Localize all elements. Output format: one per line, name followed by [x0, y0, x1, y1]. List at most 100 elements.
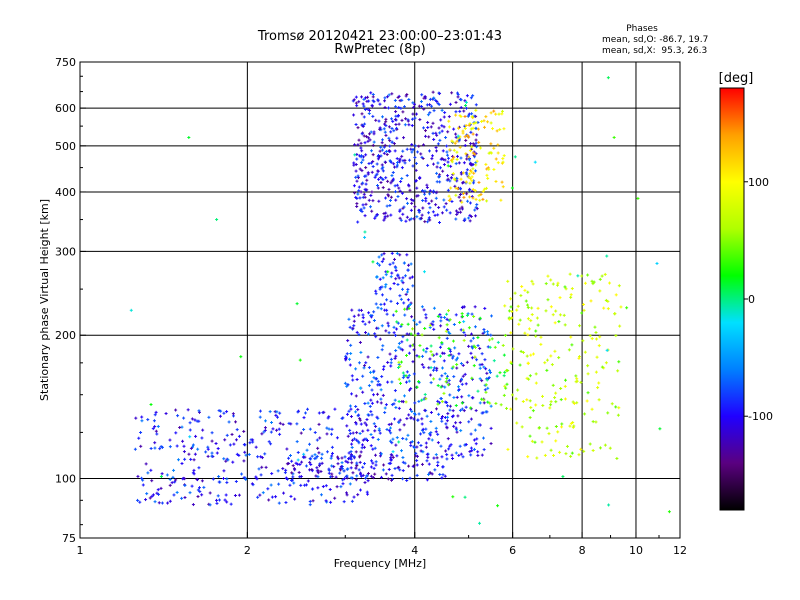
data-point: [473, 152, 477, 156]
data-point: [401, 477, 405, 481]
data-point: [379, 145, 383, 149]
data-point: [390, 126, 394, 130]
data-point: [490, 337, 494, 341]
data-point: [451, 354, 455, 358]
data-point: [389, 422, 393, 426]
data-point: [443, 315, 447, 319]
data-point: [369, 459, 373, 463]
data-point: [432, 377, 436, 381]
x-tick-label: 4: [411, 544, 418, 557]
data-point: [270, 495, 274, 499]
data-point: [534, 381, 538, 385]
data-point: [486, 332, 490, 336]
data-point: [451, 409, 455, 413]
data-point: [460, 382, 464, 386]
data-point: [149, 403, 153, 407]
data-point: [583, 412, 587, 416]
data-point: [409, 198, 413, 202]
data-point: [427, 472, 431, 476]
data-point: [476, 389, 480, 393]
data-point: [369, 410, 373, 414]
data-point: [582, 449, 586, 453]
data-point: [453, 184, 457, 188]
data-point: [200, 479, 204, 483]
data-point: [380, 141, 384, 145]
data-point: [387, 93, 391, 97]
data-point: [437, 126, 441, 130]
data-point: [235, 428, 239, 432]
data-point: [509, 305, 513, 309]
data-point: [361, 316, 365, 320]
data-point: [503, 333, 507, 337]
data-point: [393, 149, 397, 153]
data-point: [293, 497, 297, 501]
data-point: [498, 371, 502, 375]
data-point: [211, 477, 215, 481]
data-point: [606, 76, 610, 80]
data-point: [472, 447, 476, 451]
data-point: [429, 344, 433, 348]
data-point: [396, 195, 400, 199]
data-point: [514, 397, 518, 401]
data-point: [492, 167, 496, 171]
data-point: [404, 292, 408, 296]
data-point: [225, 433, 229, 437]
data-point: [380, 348, 384, 352]
data-point: [260, 465, 264, 469]
data-point: [367, 366, 371, 370]
data-point: [361, 158, 365, 162]
data-point: [564, 287, 568, 291]
data-point: [550, 363, 554, 367]
data-point: [355, 202, 359, 206]
data-point: [469, 96, 473, 100]
data-point: [382, 463, 386, 467]
data-point: [258, 409, 262, 413]
data-point: [445, 425, 449, 429]
data-point: [344, 356, 348, 360]
data-point: [591, 448, 595, 452]
data-point: [395, 183, 399, 187]
data-point: [595, 337, 599, 341]
data-point: [446, 309, 450, 313]
data-point: [515, 421, 519, 425]
data-point: [397, 186, 401, 190]
data-point: [297, 470, 301, 474]
data-point: [398, 216, 402, 220]
data-point: [366, 401, 370, 405]
data-point: [298, 358, 302, 362]
data-point: [395, 165, 399, 169]
data-point: [553, 349, 557, 353]
data-point: [356, 174, 360, 178]
data-point: [420, 305, 424, 309]
data-point: [335, 436, 339, 440]
data-point: [386, 179, 390, 183]
data-point: [488, 345, 492, 349]
data-point: [366, 355, 370, 359]
data-point: [447, 354, 451, 358]
data-point: [535, 316, 539, 320]
data-point: [405, 215, 409, 219]
data-point: [529, 319, 533, 323]
stats-line-o: mean, sd,O: -86.7, 19.7: [602, 35, 708, 45]
data-point: [407, 158, 411, 162]
data-point: [358, 418, 362, 422]
data-point: [454, 421, 458, 425]
data-point: [480, 379, 484, 383]
data-point: [222, 411, 226, 415]
data-point: [513, 155, 517, 159]
data-point: [495, 129, 499, 133]
data-point: [282, 491, 286, 495]
data-point: [378, 102, 382, 106]
data-point: [315, 466, 319, 470]
data-point: [431, 121, 435, 125]
data-point: [446, 415, 450, 419]
data-point: [405, 417, 409, 421]
data-point: [174, 478, 178, 482]
data-point: [399, 218, 403, 222]
data-point: [381, 186, 385, 190]
data-point: [446, 327, 450, 331]
data-point: [448, 332, 452, 336]
data-point: [437, 336, 441, 340]
data-point: [324, 499, 328, 503]
data-point: [139, 431, 143, 434]
